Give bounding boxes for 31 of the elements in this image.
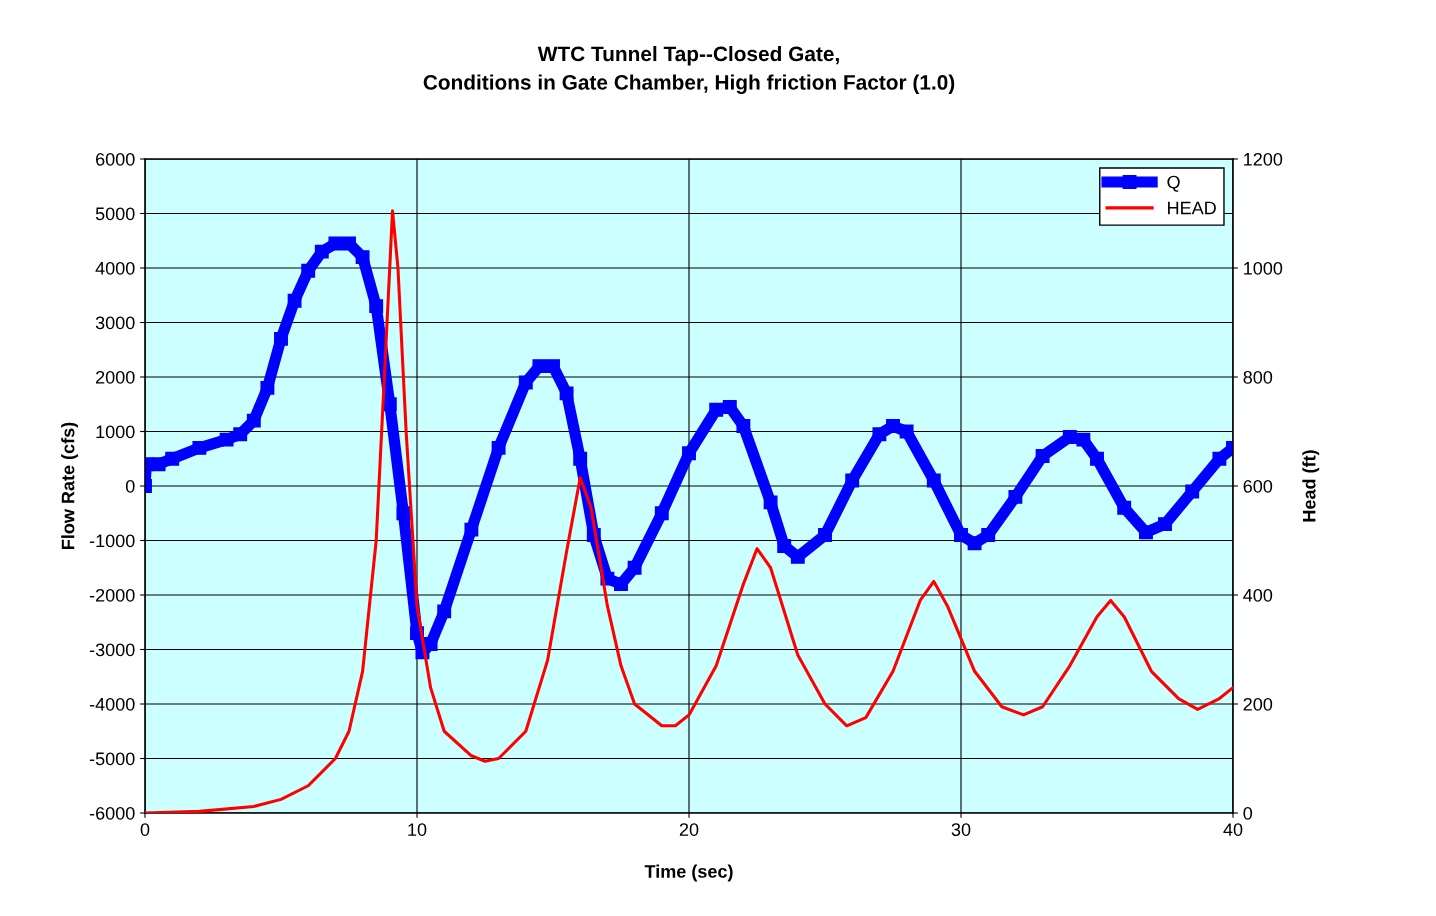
y2-axis-title: Head (ft)	[1302, 450, 1320, 522]
y-tick-label: -3000	[89, 643, 135, 657]
x-axis-title: Time (sec)	[644, 864, 733, 882]
y2-tick-label: 800	[1243, 370, 1273, 384]
y-tick-label: -4000	[89, 697, 135, 711]
y-axis-title: Flow Rate (cfs)	[61, 422, 78, 549]
y-tick-label: -5000	[89, 752, 135, 766]
y-tick-label: -1000	[89, 534, 135, 548]
chart-title: WTC Tunnel Tap--Closed Gate, Conditions in Gate Chamber, High friction Factor (1.0)	[423, 45, 955, 94]
y-tick-label: 6000	[96, 152, 135, 166]
y-tick-label: -6000	[89, 806, 135, 820]
x-tick-label: 30	[951, 823, 971, 836]
y2-tick-label: 400	[1243, 588, 1273, 602]
x-tick-label: 0	[140, 823, 150, 836]
y-tick-label: 4000	[95, 261, 135, 275]
x-tick-label: 40	[1223, 823, 1243, 836]
legend-label: HEAD	[1168, 201, 1216, 215]
x-tick-label: 10	[408, 823, 427, 836]
y-tick-label: 0	[125, 479, 135, 493]
y-tick-label: 2000	[96, 370, 135, 384]
y-tick-label: 1000	[96, 425, 135, 439]
y-tick-label: 3000	[95, 316, 135, 330]
x-tick-label: 20	[679, 823, 699, 836]
y2-tick-label: 1000	[1244, 261, 1283, 275]
y2-tick-label: 600	[1243, 479, 1273, 493]
y2-tick-label: 1200	[1244, 152, 1283, 166]
y2-tick-label: 0	[1243, 806, 1253, 820]
y-tick-label: 5000	[95, 207, 135, 221]
legend-label: Q	[1167, 175, 1180, 192]
y2-tick-label: 200	[1243, 697, 1273, 711]
y-tick-label: -2000	[89, 588, 135, 602]
